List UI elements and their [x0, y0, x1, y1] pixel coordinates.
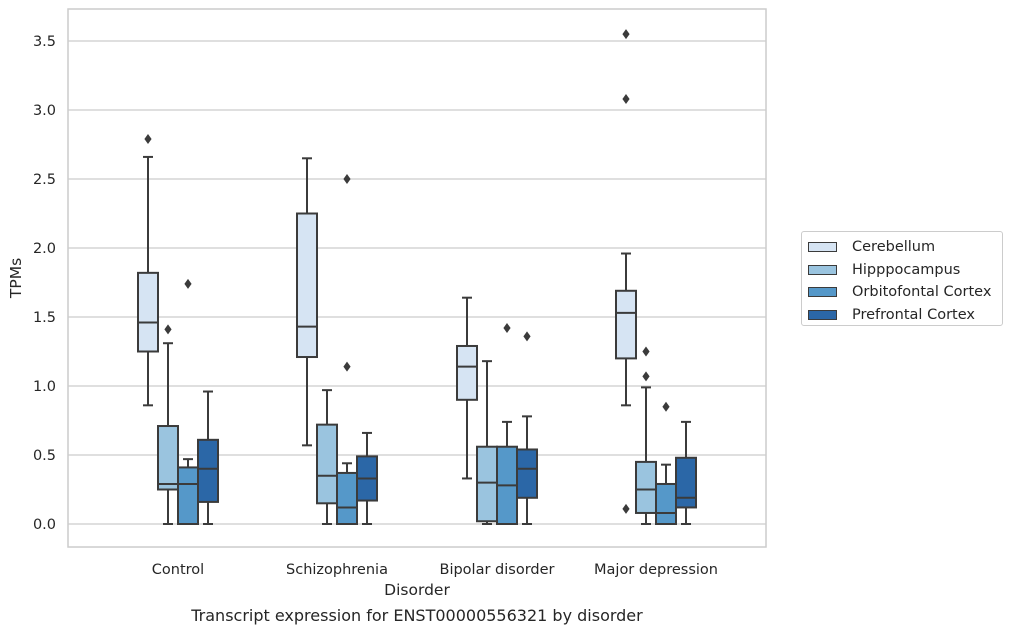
outlier-point — [523, 331, 531, 342]
legend-label: Prefrontal Cortex — [852, 306, 975, 323]
iqr-box — [316, 423, 338, 505]
x-tick-label: Bipolar disorder — [440, 562, 555, 578]
box-prefrontal-cortex — [675, 420, 697, 525]
iqr-box — [456, 344, 478, 401]
box-hipppocampus — [157, 324, 179, 525]
box-hipppocampus — [316, 389, 338, 525]
iqr-box — [177, 466, 199, 526]
outlier-point — [622, 29, 630, 40]
legend-swatch — [808, 242, 837, 253]
iqr-box — [615, 289, 637, 360]
legend: Cerebellum Hipppocampus Orbitofontal Cor… — [801, 231, 1003, 326]
x-tick-labels: Control Schizophrenia Bipolar disorder Majo… — [152, 562, 718, 578]
legend-item-prefrontal-cortex: Prefrontal Cortex — [808, 304, 1002, 327]
y-tick-label: 2.5 — [33, 172, 56, 188]
x-tick-label: Major depression — [594, 562, 718, 578]
box-prefrontal-cortex — [197, 390, 219, 525]
outlier-point — [184, 278, 192, 289]
legend-item-orbitofrontal-cortex: Orbitofontal Cortex — [808, 281, 1002, 304]
box-cerebellum — [296, 157, 318, 447]
outlier-point — [662, 401, 670, 412]
iqr-box — [157, 425, 179, 491]
legend-label: Hipppocampus — [852, 261, 961, 278]
outlier-point — [343, 174, 351, 184]
y-tick-label: 2.0 — [33, 241, 56, 257]
outlier-point — [622, 503, 630, 514]
iqr-box — [336, 471, 358, 526]
y-tick-label: 1.0 — [33, 379, 56, 395]
box-cerebellum — [456, 296, 478, 480]
iqr-box — [635, 460, 657, 514]
iqr-box — [675, 456, 697, 509]
outlier-point — [503, 323, 511, 334]
iqr-box — [516, 448, 538, 499]
plot-frame — [67, 8, 767, 548]
y-tick-label: 0.5 — [33, 448, 56, 464]
outlier-point — [642, 371, 650, 382]
box-hipppocampus — [476, 360, 498, 525]
iqr-box — [137, 271, 159, 353]
y-tick-label: 3.0 — [33, 103, 56, 119]
y-tick-label: 1.5 — [33, 310, 56, 326]
y-tick-label: 0.0 — [33, 517, 56, 533]
legend-swatch — [808, 287, 837, 298]
legend-swatch — [808, 264, 837, 275]
outlier-point — [642, 346, 650, 357]
iqr-box — [197, 438, 219, 503]
outlier-point — [144, 133, 152, 144]
x-tick-label: Schizophrenia — [286, 562, 388, 578]
box-orbitofontal-cortex — [336, 174, 358, 526]
box-cerebellum — [615, 29, 637, 514]
box-prefrontal-cortex — [356, 431, 378, 525]
iqr-box — [655, 482, 677, 526]
box-orbitofontal-cortex — [496, 323, 518, 525]
box-orbitofontal-cortex — [655, 401, 677, 526]
box-cerebellum — [137, 133, 159, 407]
legend-item-hippocampus: Hipppocampus — [808, 259, 1002, 282]
box-orbitofontal-cortex — [177, 278, 199, 526]
y-axis-label: TPMs — [7, 258, 25, 299]
y-tick-labels: 0.0 0.5 1.0 1.5 2.0 2.5 3.0 3.5 — [33, 34, 56, 533]
outlier-point — [164, 324, 172, 335]
x-axis-label: Disorder — [384, 581, 450, 599]
iqr-box — [476, 445, 498, 523]
box-prefrontal-cortex — [516, 331, 538, 525]
legend-label: Orbitofontal Cortex — [852, 284, 992, 301]
grid-lines — [68, 40, 766, 525]
outlier-point — [622, 93, 630, 104]
iqr-box — [296, 212, 318, 359]
box-hipppocampus — [635, 346, 657, 525]
y-tick-label: 3.5 — [33, 34, 56, 50]
legend-item-cerebellum: Cerebellum — [808, 236, 1002, 259]
legend-label: Cerebellum — [852, 239, 936, 256]
legend-swatch — [808, 309, 837, 320]
box-series — [137, 29, 697, 526]
chart-caption: Transcript expression for ENST0000055632… — [191, 606, 643, 625]
x-tick-label: Control — [152, 562, 204, 578]
outlier-point — [343, 361, 351, 372]
